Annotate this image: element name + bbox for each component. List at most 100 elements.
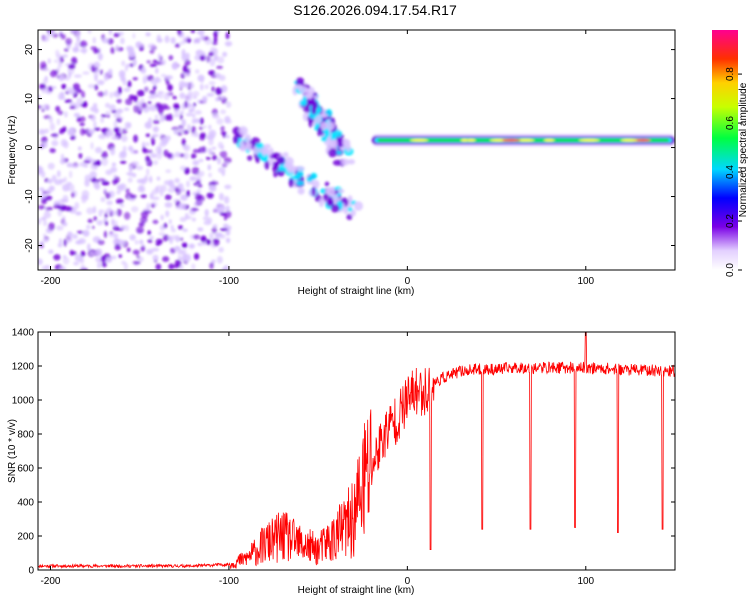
heatmap-cell: [48, 185, 55, 192]
heatmap-cell: [111, 136, 119, 140]
heatmap-cell: [40, 216, 47, 221]
heatmap-cell: [150, 153, 157, 159]
heatmap-cell: [110, 47, 115, 54]
heatmap-cell: [209, 58, 216, 67]
heatmap-cell: [83, 159, 91, 164]
heatmap-cell: [158, 231, 165, 236]
heatmap-cell: [182, 144, 189, 150]
heatmap-cell: [160, 59, 166, 66]
heatmap-cell: [53, 204, 59, 209]
heatmap-peak: [517, 138, 535, 142]
heatmap-cell: [58, 74, 65, 82]
heatmap-cell: [277, 156, 286, 165]
heatmap-cell: [77, 146, 82, 151]
heatmap-cell: [183, 253, 191, 262]
heatmap-cell: [63, 176, 68, 183]
heatmap-cell: [97, 53, 103, 61]
heatmap-cell: [51, 140, 59, 147]
heatmap-cell: [179, 165, 187, 171]
heatmap-cell: [147, 100, 152, 105]
heatmap-cell: [180, 194, 188, 201]
heatmap-cell: [142, 77, 147, 85]
heatmap-cell: [136, 226, 144, 234]
heatmap-cell: [38, 218, 42, 225]
heatmap-cell: [209, 232, 214, 240]
heatmap-cell: [122, 145, 127, 153]
heatmap-cell: [184, 82, 189, 87]
heatmap-cell: [162, 256, 170, 263]
heatmap-cell: [82, 71, 90, 75]
heatmap-cell: [44, 238, 48, 243]
heatmap-cell: [136, 89, 145, 97]
heatmap-cell: [139, 185, 146, 193]
heatmap-cell: [213, 239, 220, 247]
heatmap-cell: [225, 205, 230, 212]
heatmap-cell: [110, 255, 117, 260]
heatmap-cell: [208, 184, 217, 192]
heatmap-cell: [48, 249, 54, 254]
colorbar-ticks: 0.0 0.2 0.4 0.6 0.8: [725, 67, 742, 277]
heatmap-cell: [220, 109, 227, 115]
heatmap-cell: [179, 92, 186, 99]
heatmap-cell: [80, 103, 87, 108]
heatmap-cell: [155, 263, 162, 270]
heatmap-cell: [46, 206, 53, 211]
heatmap-cell: [63, 140, 69, 149]
heatmap-cell: [152, 59, 158, 64]
heatmap-cell: [183, 129, 190, 135]
heatmap-cell: [204, 208, 209, 217]
heatmap-cell: [178, 203, 187, 210]
heatmap-cell: [211, 74, 216, 79]
heatmap-cell: [129, 194, 137, 199]
heatmap-cell: [64, 76, 70, 81]
heatmap-cell: [103, 187, 107, 194]
heatmap-cell: [299, 99, 308, 107]
heatmap-cell: [117, 86, 123, 95]
heatmap-cell: [73, 74, 82, 78]
heatmap-cell: [232, 135, 239, 145]
heatmap-cell: [165, 79, 170, 86]
heatmap-cell: [57, 242, 63, 248]
heatmap-cell: [239, 145, 247, 152]
heatmap-cell: [90, 251, 97, 256]
y-tick-label: -10: [24, 189, 35, 204]
heatmap-cell: [82, 229, 90, 237]
heatmap-cell: [118, 116, 124, 120]
heatmap-cell: [353, 201, 364, 211]
x-tick-label: -100: [219, 576, 239, 587]
heatmap-cell: [51, 86, 57, 90]
heatmap-cell: [347, 159, 356, 165]
snr-frame: [37, 331, 676, 571]
heatmap-cell: [58, 96, 66, 100]
heatmap-cell: [71, 163, 79, 169]
heatmap-cell: [208, 124, 212, 130]
heatmap-cell: [87, 218, 93, 224]
heatmap-cell: [47, 162, 55, 170]
heatmap-cell: [324, 181, 330, 187]
heatmap-cell: [199, 54, 206, 61]
heatmap-cell: [165, 210, 170, 218]
heatmap-cell: [173, 113, 180, 118]
y-tick-label: 0: [28, 566, 34, 577]
heatmap-cell: [134, 239, 139, 245]
heatmap-cell: [59, 158, 66, 165]
heatmap-cell: [163, 222, 168, 229]
heatmap-cell: [123, 211, 131, 220]
heatmap-cell: [163, 92, 170, 101]
heatmap-cell: [58, 178, 63, 186]
heatmap-cell: [140, 68, 147, 74]
heatmap-peak: [466, 138, 476, 142]
snr-x-axis-label: Height of straight line (km): [298, 585, 415, 596]
heatmap-cell: [147, 95, 154, 100]
heatmap-cell: [224, 41, 233, 47]
heatmap-cell: [119, 183, 125, 191]
heatmap-cell: [109, 91, 114, 99]
x-tick-label: 100: [577, 576, 594, 587]
heatmap-cell: [76, 116, 81, 123]
heatmap-cell: [55, 105, 61, 112]
heatmap-cell: [238, 126, 248, 136]
heatmap-cell: [282, 151, 289, 158]
heatmap-cell: [184, 59, 191, 66]
heatmap-cell: [81, 190, 90, 199]
heatmap-cell: [100, 255, 107, 263]
